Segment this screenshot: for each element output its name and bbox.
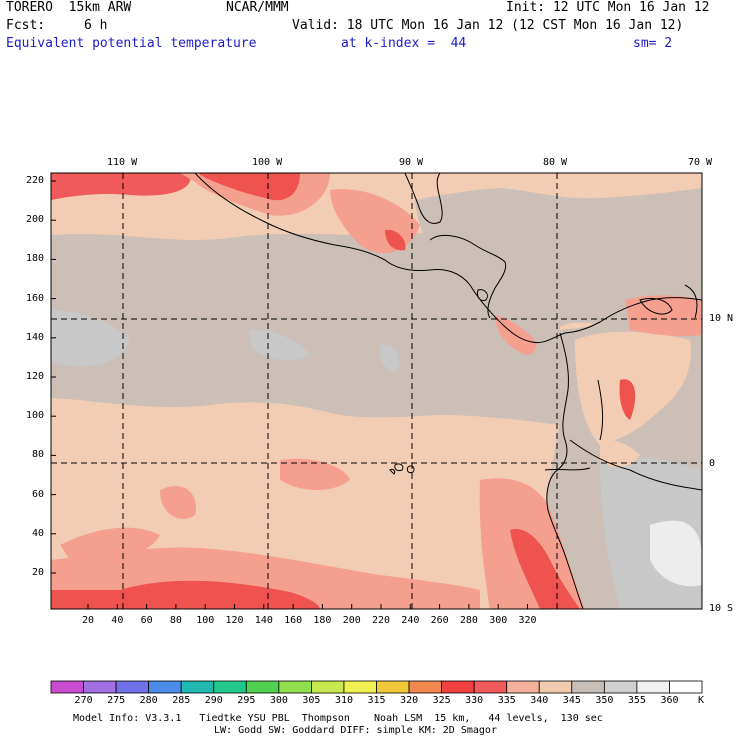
lon-label-70w: 70 W — [688, 157, 713, 168]
y-tick-label: 160 — [26, 292, 45, 304]
legend-swatch — [603, 680, 638, 694]
lon-label-80w: 80 W — [543, 157, 568, 168]
y-tick-label: 80 — [32, 449, 45, 461]
legend-swatch — [50, 680, 84, 694]
legend-value-label: 310 — [334, 695, 353, 706]
x-tick-label: 180 — [313, 615, 332, 626]
y-tick-label: 40 — [32, 527, 45, 539]
legend-swatch — [538, 680, 573, 694]
legend-value-label: 335 — [497, 695, 516, 706]
y-tick-label: 220 — [26, 175, 45, 186]
legend-swatch — [441, 680, 475, 694]
x-tick-label: 280 — [459, 615, 478, 626]
legend-value-label: 285 — [172, 695, 191, 706]
legend-value-label: 275 — [107, 695, 126, 706]
x-tick-label: 300 — [489, 615, 508, 626]
x-tick-label: 240 — [401, 615, 420, 626]
legend-swatch — [310, 680, 345, 694]
legend-value-label: 295 — [237, 695, 256, 706]
x-tick-label: 260 — [430, 615, 449, 626]
legend-swatch — [473, 680, 508, 694]
color-legend — [50, 680, 703, 694]
lat-label-10n: 10 N — [709, 313, 734, 324]
legend-swatch — [408, 680, 442, 694]
smoothing-label: sm= 2 — [633, 36, 673, 51]
legend-swatch — [376, 680, 410, 694]
y-tick-label: 120 — [26, 371, 45, 382]
x-tick-label: 160 — [284, 615, 303, 626]
lat-label-10s: 10 S — [709, 603, 734, 614]
organization-label: NCAR/MMM — [226, 0, 289, 15]
legend-value-label: 345 — [562, 695, 581, 706]
forecast-hour: 6 h — [84, 18, 108, 33]
legend-value-label: 280 — [139, 695, 158, 706]
legend-swatch — [115, 680, 150, 694]
y-tick-label: 100 — [26, 410, 45, 422]
legend-value-label: 360 — [660, 695, 679, 706]
physics-info-line: LW: Godd SW: Goddard DIFF: simple KM: 2D… — [214, 725, 497, 736]
legend-swatch — [148, 680, 182, 694]
legend-value-label: 330 — [465, 695, 484, 706]
y-tick-label: 140 — [26, 331, 45, 343]
lon-label-100w: 100 W — [252, 157, 283, 168]
model-title: TORERO 15km ARW — [6, 0, 132, 15]
legend-value-label: 305 — [302, 695, 321, 706]
x-tick-label: 60 — [140, 615, 153, 626]
lon-label-90w: 90 W — [399, 157, 424, 168]
x-tick-label: 220 — [372, 615, 391, 626]
legend-value-label: 340 — [530, 695, 549, 706]
x-tick-label: 20 — [82, 615, 95, 626]
legend-swatch — [213, 680, 247, 694]
legend-swatch — [245, 680, 280, 694]
equivalent-potential-temperature-field — [51, 173, 702, 609]
legend-swatch — [343, 680, 377, 694]
x-tick-label: 320 — [518, 615, 537, 626]
legend-swatch — [636, 680, 670, 694]
legend-swatch — [83, 680, 117, 694]
x-tick-label: 140 — [254, 615, 273, 626]
legend-value-label: 325 — [432, 695, 451, 706]
legend-swatch — [506, 680, 540, 694]
y-tick-label: 20 — [32, 567, 45, 578]
legend-swatch — [180, 680, 215, 694]
field-name: Equivalent potential temperature — [6, 36, 257, 51]
lat-label-0: 0 — [709, 458, 716, 469]
legend-value-label: 320 — [400, 695, 419, 706]
x-tick-label: 120 — [225, 615, 244, 626]
init-time: Init: 12 UTC Mon 16 Jan 12 — [506, 0, 710, 15]
legend-value-label: 290 — [204, 695, 223, 706]
legend-swatch — [278, 680, 312, 694]
y-tick-label: 60 — [32, 488, 45, 500]
legend-value-label: 355 — [627, 695, 646, 706]
valid-time: Valid: 18 UTC Mon 16 Jan 12 (12 CST Mon … — [292, 18, 684, 33]
level-label: at k-index = 44 — [341, 36, 467, 51]
x-tick-label: 200 — [342, 615, 361, 626]
y-tick-label: 180 — [26, 253, 45, 265]
legend-swatch — [571, 680, 605, 694]
x-tick-label: 100 — [196, 615, 215, 626]
legend-value-label: 270 — [74, 695, 93, 706]
model-info-line: Model Info: V3.3.1 Tiedtke YSU PBL Thomp… — [73, 713, 603, 724]
legend-swatch — [669, 680, 703, 694]
x-tick-label: 80 — [169, 615, 182, 626]
forecast-label: Fcst: — [6, 18, 46, 33]
legend-unit: K — [698, 695, 705, 706]
x-tick-label: 40 — [111, 615, 124, 626]
legend-value-label: 300 — [269, 695, 288, 706]
legend-value-label: 350 — [595, 695, 614, 706]
y-tick-label: 200 — [26, 214, 45, 226]
lon-label-110w: 110 W — [107, 157, 138, 168]
legend-value-label: 315 — [367, 695, 386, 706]
